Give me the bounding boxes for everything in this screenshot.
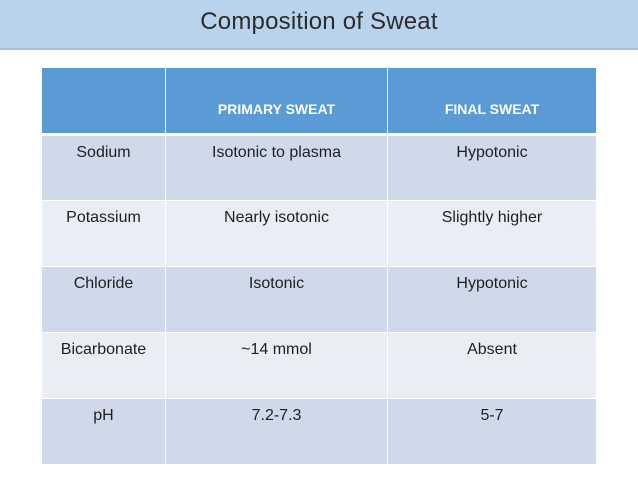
header-cell-corner: [41, 68, 166, 136]
row-label: Sodium: [41, 133, 166, 201]
row-label: pH: [41, 397, 166, 465]
table-row-chloride: Chloride Isotonic Hypotonic: [41, 265, 597, 333]
final-sweat-cell: Slightly higher: [387, 199, 597, 267]
row-label: Chloride: [41, 265, 166, 333]
table-row-ph: pH 7.2-7.3 5-7: [41, 397, 597, 465]
slide-title: Composition of Sweat: [200, 8, 438, 35]
final-sweat-cell: Absent: [387, 331, 597, 399]
final-sweat-cell: 5-7: [387, 397, 597, 465]
final-sweat-cell: Hypotonic: [387, 133, 597, 201]
table-row-potassium: Potassium Nearly isotonic Slightly highe…: [41, 199, 597, 267]
table-row-bicarbonate: Bicarbonate ~14 mmol Absent: [41, 331, 597, 399]
header-row: PRIMARY SWEAT FINAL SWEAT: [41, 68, 597, 136]
primary-sweat-cell: Nearly isotonic: [165, 199, 388, 267]
primary-sweat-cell: Isotonic: [165, 265, 388, 333]
header-cell-primary-sweat: PRIMARY SWEAT: [165, 68, 388, 136]
final-sweat-cell: Hypotonic: [387, 265, 597, 333]
table-row-sodium: Sodium Isotonic to plasma Hypotonic: [41, 133, 597, 201]
primary-sweat-cell: 7.2-7.3: [165, 397, 388, 465]
row-label: Potassium: [41, 199, 166, 267]
sweat-composition-table: PRIMARY SWEAT FINAL SWEAT Sodium Isotoni…: [41, 68, 597, 465]
header-cell-final-sweat: FINAL SWEAT: [387, 68, 597, 136]
table-container: PRIMARY SWEAT FINAL SWEAT Sodium Isotoni…: [41, 68, 597, 465]
primary-sweat-cell: Isotonic to plasma: [165, 133, 388, 201]
primary-sweat-cell: ~14 mmol: [165, 331, 388, 399]
row-label: Bicarbonate: [41, 331, 166, 399]
title-bar: Composition of Sweat: [0, 0, 638, 50]
